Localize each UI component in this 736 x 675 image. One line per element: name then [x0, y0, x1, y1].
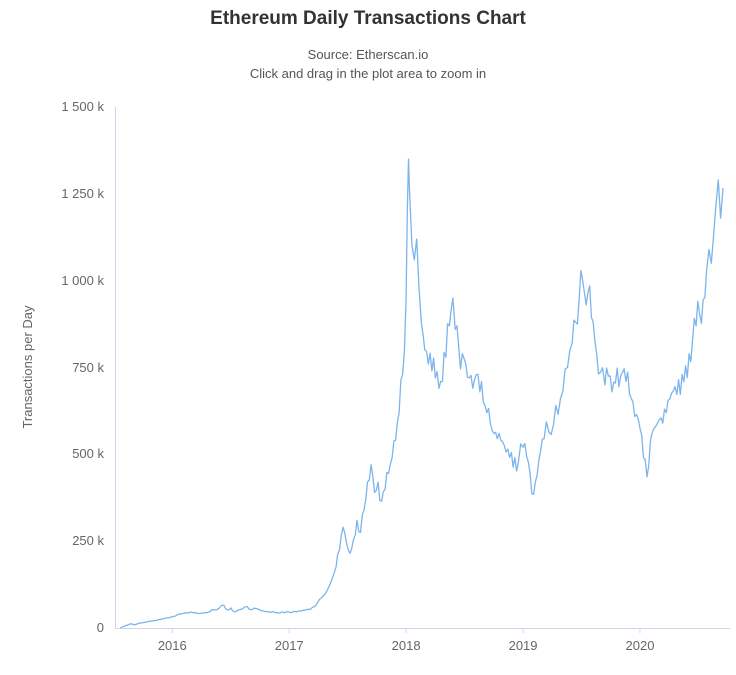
x-tick-label: 2016	[157, 638, 187, 653]
axes-group	[115, 107, 730, 633]
x-tick-label: 2020	[625, 638, 655, 653]
x-tick-label: 2019	[508, 638, 538, 653]
x-tick-label: 2017	[274, 638, 304, 653]
chart-subtitle: Source: Etherscan.io Click and drag in t…	[0, 45, 736, 83]
chart-title: Ethereum Daily Transactions Chart	[210, 8, 526, 29]
y-tick-label: 1 500 k	[61, 99, 104, 114]
y-tick-label: 500 k	[72, 446, 104, 462]
y-tick-label: 0	[96, 620, 104, 635]
y-tick-label: 1 000 k	[61, 272, 104, 288]
series-line[interactable]	[120, 158, 724, 629]
y-tick-label: 1 250 k	[61, 185, 104, 201]
y-tick-label: 250 k	[72, 533, 104, 549]
chart-subtitle-hint: Click and drag in the plot area to zoom …	[249, 66, 487, 81]
y-tick-label: 750 k	[72, 359, 104, 375]
chart-subtitle-source: Source: Etherscan.io	[307, 47, 429, 62]
x-tick-label: 2018	[391, 638, 421, 653]
